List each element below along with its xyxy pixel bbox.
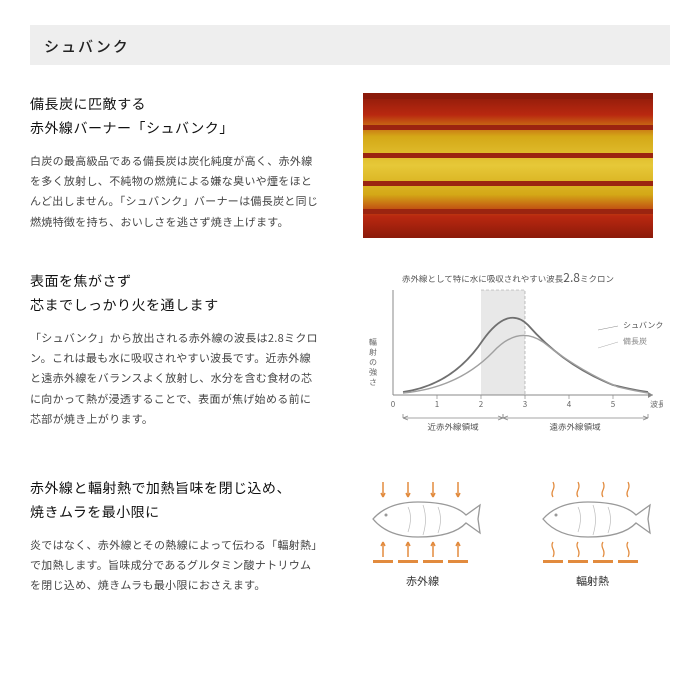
svg-text:2: 2 [478, 399, 483, 410]
section-chart: 表面を焦がさず 芯までしっかり火を通します 「シュバンク」から放出される赤外線の… [30, 270, 670, 445]
heading-line: 赤外線と輻射熱で加熱旨味を閉じ込め、 [30, 478, 291, 498]
series-label: 備長炭 [623, 336, 647, 347]
section1-text: 備長炭に匹敵する 赤外線バーナー「シュバンク」 白炭の最高級品である備長炭は炭化… [30, 93, 320, 232]
region-label: 近赤外線領域 [427, 421, 479, 433]
section3-text: 赤外線と輻射熱で加熱旨味を閉じ込め、 焼きムラを最小限に 炎ではなく、赤外線とそ… [30, 477, 320, 596]
region-label: 遠赤外線領域 [549, 421, 601, 433]
burner-photo [363, 93, 653, 238]
section-fish: 赤外線と輻射熱で加熱旨味を閉じ込め、 焼きムラを最小限に 炎ではなく、赤外線とそ… [30, 477, 670, 596]
svg-text:赤外線として特に水に吸収されやすい波長2.8ミクロン: 赤外線として特に水に吸収されやすい波長2.8ミクロン [402, 270, 614, 286]
svg-text:5: 5 [610, 399, 615, 410]
fish-infrared: 赤外線 [358, 477, 488, 589]
heading-line: 芯までしっかり火を通します [30, 295, 219, 315]
section3-heading: 赤外線と輻射熱で加熱旨味を閉じ込め、 焼きムラを最小限に [30, 477, 320, 525]
svg-text:4: 4 [566, 399, 571, 410]
wavelength-chart: 赤外線として特に水に吸収されやすい波長2.8ミクロン 0 1 2 3 4 5 [353, 270, 663, 445]
y-axis-label: 輻射の強さ [369, 337, 378, 388]
heading-line: 焼きムラを最小限に [30, 502, 160, 522]
section-burner: 備長炭に匹敵する 赤外線バーナー「シュバンク」 白炭の最高級品である備長炭は炭化… [30, 93, 670, 238]
svg-text:3: 3 [522, 399, 526, 410]
fish-diagram-1 [358, 477, 488, 567]
heading-line: 備長炭に匹敵する [30, 94, 146, 114]
page-title: シュバンク [44, 36, 130, 57]
svg-text:1: 1 [434, 399, 438, 410]
fish1-label: 赤外線 [406, 573, 439, 589]
section1-body: 白炭の最高級品である備長炭は炭化純度が高く、赤外線を多く放射し、不純物の燃焼によ… [30, 151, 320, 232]
heading-line: 赤外線バーナー「シュバンク」 [30, 118, 234, 138]
header-bar: シュバンク [30, 25, 670, 65]
section1-image [345, 93, 670, 238]
section2-text: 表面を焦がさず 芯までしっかり火を通します 「シュバンク」から放出される赤外線の… [30, 270, 320, 429]
fish-radiant: 輻射熱 [528, 477, 658, 589]
fish-diagram-2 [528, 477, 658, 567]
fish2-label: 輻射熱 [576, 573, 609, 589]
heading-line: 表面を焦がさず [30, 271, 132, 291]
section2-image: 赤外線として特に水に吸収されやすい波長2.8ミクロン 0 1 2 3 4 5 [345, 270, 670, 445]
section3-body: 炎ではなく、赤外線とその熱線によって伝わる「輻射熱」で加熱します。旨味成分である… [30, 535, 320, 596]
section3-image: 赤外線 [345, 477, 670, 589]
section1-heading: 備長炭に匹敵する 赤外線バーナー「シュバンク」 [30, 93, 320, 141]
svg-text:0: 0 [390, 399, 395, 410]
section2-heading: 表面を焦がさず 芯までしっかり火を通します [30, 270, 320, 318]
series-label: シュバンク [623, 320, 663, 331]
section2-body: 「シュバンク」から放出される赤外線の波長は2.8ミクロン。これは最も水に吸収され… [30, 328, 320, 430]
x-axis-label: 波長 [650, 399, 663, 410]
